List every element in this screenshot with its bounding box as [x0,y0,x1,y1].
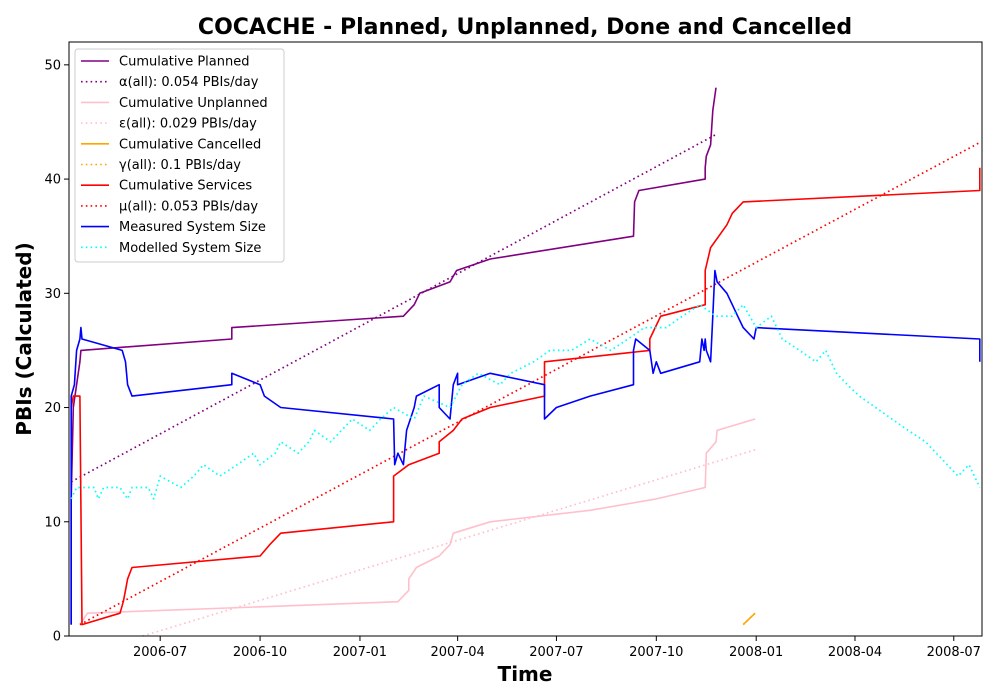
series-all-0-029-pbis-day [142,448,756,637]
x-tick-label: 2007-04 [430,645,484,660]
x-tick-label: 2006-07 [133,645,187,660]
series-cumulative-cancelled [742,612,756,626]
series-all-0-053-pbis-day [79,141,981,626]
x-tick-label: 2008-01 [729,645,783,660]
legend-label: γ(all): 0.1 PBIs/day [119,158,241,173]
x-tick-label: 2008-07 [927,645,981,660]
y-tick-label: 50 [44,58,61,73]
y-tick-label: 10 [44,515,61,530]
y-tick-label: 30 [44,287,61,302]
axes-layer: 2006-07 2006-10 2007-01 2007-04 2007-07 2007-… [44,58,980,660]
y-tick-label: 0 [53,630,61,645]
x-tick-label: 2006-10 [233,645,287,660]
series-layer [70,87,981,637]
legend-frame [74,48,285,263]
legend-label: Cumulative Services [119,179,252,194]
x-tick-label: 2007-10 [629,645,683,660]
x-axis-label: Time [498,662,553,686]
series-all-0-054-pbis-day [70,133,717,483]
legend-label: Cumulative Cancelled [119,137,261,152]
y-tick-label: 40 [44,173,61,188]
chart-title: COCACHE - Planned, Unplanned, Done and C… [198,15,852,40]
series-cumulative-services [70,167,981,626]
legend-label: Cumulative Planned [119,55,249,70]
y-tick-label: 20 [44,401,61,416]
series-cumulative-unplanned [79,418,756,626]
series-measured-system-size [70,269,981,625]
series-modelled-system-size [70,303,981,500]
plot-frame [68,41,983,637]
legend-label: ε(all): 0.029 PBIs/day [119,117,257,132]
x-tick-label: 2007-01 [333,645,387,660]
legend: Cumulative Planned α(all): 0.054 PBIs/day… [74,48,285,263]
legend-label: α(all): 0.054 PBIs/day [119,75,259,90]
series-cumulative-planned [70,87,717,625]
legend-label: Modelled System Size [119,241,261,256]
legend-label: μ(all): 0.053 PBIs/day [119,199,258,214]
x-tick-label: 2008-04 [828,645,882,660]
legend-label: Cumulative Unplanned [119,96,268,111]
y-axis-label: PBIs (Calculated) [12,242,36,435]
legend-label: Measured System Size [119,220,266,235]
x-tick-label: 2007-07 [529,645,583,660]
